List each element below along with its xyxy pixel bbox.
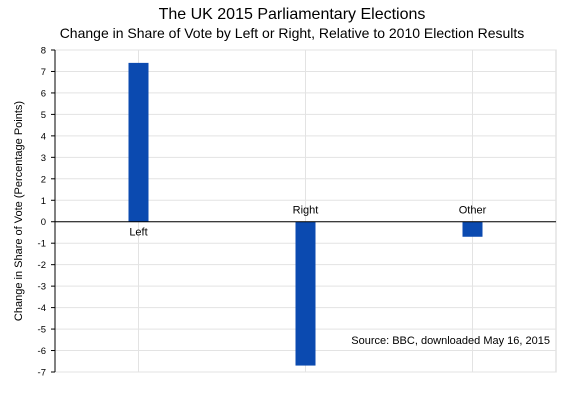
y-tick-label: -6 <box>38 346 46 357</box>
source-annotation: Source: BBC, downloaded May 16, 2015 <box>351 335 550 347</box>
y-tick-label: -1 <box>38 239 46 250</box>
y-tick-label: -4 <box>38 303 46 314</box>
y-tick-label: 2 <box>41 174 46 185</box>
category-label-other: Other <box>459 205 487 217</box>
y-tick-label: -3 <box>38 282 46 293</box>
y-tick-label: 7 <box>41 67 46 78</box>
y-tick-label: 8 <box>41 46 46 57</box>
axes: 8 7 6 5 4 3 2 1 0 -1 -2 -3 -4 -5 -6 -7 Left Right Other <box>38 46 556 379</box>
chart-title: The UK 2015 Parliamentary Elections <box>158 6 426 23</box>
y-tick-label: 0 <box>41 217 46 228</box>
y-tick-label: -7 <box>38 368 46 379</box>
y-tick-label: 1 <box>41 196 46 207</box>
y-tick-label: 6 <box>41 88 46 99</box>
chart-subtitle: Change in Share of Vote by Left or Right… <box>59 25 525 41</box>
bar-other <box>462 221 483 237</box>
category-label-left: Left <box>129 227 147 239</box>
y-tick-label: -2 <box>38 260 46 271</box>
y-axis-label: Change in Share of Vote (Percentage Poin… <box>13 101 25 321</box>
y-tick-label: 4 <box>41 131 46 142</box>
bar-left <box>128 62 149 222</box>
bars <box>128 62 483 366</box>
category-label-right: Right <box>293 205 319 217</box>
bar-right <box>295 221 316 366</box>
y-tick-label: 3 <box>41 153 46 164</box>
y-tick-label: 5 <box>41 110 46 121</box>
y-tick-label: -5 <box>38 325 46 336</box>
